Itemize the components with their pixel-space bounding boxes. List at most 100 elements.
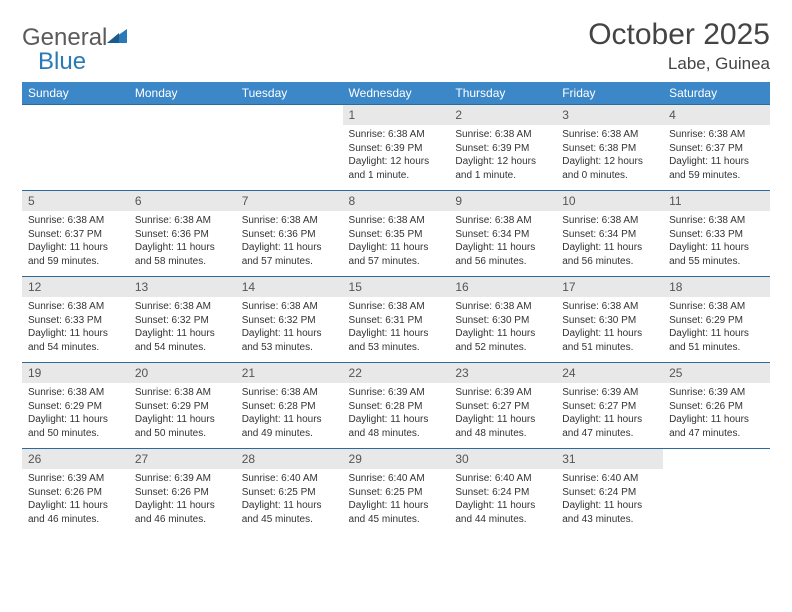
sunrise-text: Sunrise: 6:38 AM [669,128,764,142]
sunset-text: Sunset: 6:28 PM [349,400,444,414]
day-cell: 27Sunrise: 6:39 AMSunset: 6:26 PMDayligh… [129,449,236,535]
daylight-text: Daylight: 11 hours and 49 minutes. [242,413,337,440]
sunrise-text: Sunrise: 6:38 AM [135,300,230,314]
day-body: Sunrise: 6:38 AMSunset: 6:28 PMDaylight:… [236,383,343,448]
day-body: Sunrise: 6:38 AMSunset: 6:38 PMDaylight:… [556,125,663,190]
sunrise-text: Sunrise: 6:39 AM [562,386,657,400]
sunset-text: Sunset: 6:26 PM [135,486,230,500]
day-cell: 23 Sunrise: 6:39 AMSunset: 6:27 PMDayligh… [449,363,556,449]
day-number: 21 [236,363,343,383]
daylight-text: Daylight: 11 hours and 47 minutes. [669,413,764,440]
day-body: Sunrise: 6:38 AMSunset: 6:31 PMDaylight:… [343,297,450,362]
daylight-text: Daylight: 11 hours and 47 minutes. [562,413,657,440]
day-number: 7 [236,191,343,211]
brand-part2-wrap: Blue [38,48,86,76]
dayhead-sun: Sunday [22,82,129,105]
sunrise-text: Sunrise: 6:40 AM [562,472,657,486]
daylight-text: Daylight: 11 hours and 50 minutes. [28,413,123,440]
week-row: 5Sunrise: 6:38 AMSunset: 6:37 PMDaylight… [22,191,770,277]
day-body: Sunrise: 6:39 AMSunset: 6:27 PMDaylight:… [556,383,663,448]
sunrise-text: Sunrise: 6:39 AM [669,386,764,400]
sunrise-text: Sunrise: 6:38 AM [455,128,550,142]
daylight-text: Daylight: 11 hours and 48 minutes. [455,413,550,440]
sunset-text: Sunset: 6:39 PM [349,142,444,156]
day-number: 8 [343,191,450,211]
sunset-text: Sunset: 6:35 PM [349,228,444,242]
daylight-text: Daylight: 11 hours and 48 minutes. [349,413,444,440]
day-body: Sunrise: 6:38 AMSunset: 6:34 PMDaylight:… [556,211,663,276]
sunrise-text: Sunrise: 6:38 AM [28,300,123,314]
day-number: 1 [343,105,450,125]
day-cell: 5Sunrise: 6:38 AMSunset: 6:37 PMDaylight… [22,191,129,277]
day-body: Sunrise: 6:38 AMSunset: 6:30 PMDaylight:… [556,297,663,362]
day-cell: 18Sunrise: 6:38 AMSunset: 6:29 PMDayligh… [663,277,770,363]
dayhead-sat: Saturday [663,82,770,105]
daylight-text: Daylight: 11 hours and 51 minutes. [669,327,764,354]
daylight-text: Daylight: 11 hours and 58 minutes. [135,241,230,268]
day-number: 2 [449,105,556,125]
day-cell [22,105,129,191]
sunset-text: Sunset: 6:29 PM [28,400,123,414]
day-cell: 22Sunrise: 6:39 AMSunset: 6:28 PMDayligh… [343,363,450,449]
sunrise-text: Sunrise: 6:38 AM [562,300,657,314]
daylight-text: Daylight: 11 hours and 50 minutes. [135,413,230,440]
day-body [236,111,343,169]
day-cell [663,449,770,535]
daylight-text: Daylight: 11 hours and 59 minutes. [669,155,764,182]
sunset-text: Sunset: 6:29 PM [669,314,764,328]
sunset-text: Sunset: 6:27 PM [455,400,550,414]
day-number: 20 [129,363,236,383]
day-cell: 26Sunrise: 6:39 AMSunset: 6:26 PMDayligh… [22,449,129,535]
sunset-text: Sunset: 6:26 PM [669,400,764,414]
day-number: 23 [449,363,556,383]
day-cell: 19Sunrise: 6:38 AMSunset: 6:29 PMDayligh… [22,363,129,449]
location: Labe, Guinea [588,54,770,74]
day-number: 27 [129,449,236,469]
day-cell: 20Sunrise: 6:38 AMSunset: 6:29 PMDayligh… [129,363,236,449]
day-cell: 13Sunrise: 6:38 AMSunset: 6:32 PMDayligh… [129,277,236,363]
day-body: Sunrise: 6:38 AMSunset: 6:36 PMDaylight:… [236,211,343,276]
daylight-text: Daylight: 11 hours and 54 minutes. [28,327,123,354]
calendar-body: 1 Sunrise: 6:38 AM Sunset: 6:39 PM Daylight… [22,105,770,535]
daylight-text: Daylight: 11 hours and 56 minutes. [455,241,550,268]
day-cell: 30Sunrise: 6:40 AMSunset: 6:24 PMDayligh… [449,449,556,535]
day-body: Sunrise: 6:38 AMSunset: 6:34 PMDaylight:… [449,211,556,276]
day-body: Sunrise: 6:39 AMSunset: 6:28 PMDaylight:… [343,383,450,448]
dayhead-tue: Tuesday [236,82,343,105]
sunrise-text: Sunrise: 6:39 AM [455,386,550,400]
day-body: Sunrise: 6:40 AMSunset: 6:25 PMDaylight:… [236,469,343,534]
sunset-text: Sunset: 6:24 PM [562,486,657,500]
week-row: 12Sunrise: 6:38 AMSunset: 6:33 PMDayligh… [22,277,770,363]
day-cell: 10Sunrise: 6:38 AMSunset: 6:34 PMDayligh… [556,191,663,277]
day-body: Sunrise: 6:38 AMSunset: 6:29 PMDaylight:… [663,297,770,362]
day-number: 19 [22,363,129,383]
sunrise-text: Sunrise: 6:38 AM [455,214,550,228]
calendar-table: Sunday Monday Tuesday Wednesday Thursday… [22,82,770,534]
day-body: Sunrise: 6:38 AMSunset: 6:33 PMDaylight:… [663,211,770,276]
day-body: Sunrise: 6:38 AMSunset: 6:29 PMDaylight:… [129,383,236,448]
day-body: Sunrise: 6:38 AMSunset: 6:37 PMDaylight:… [663,125,770,190]
day-body: Sunrise: 6:39 AMSunset: 6:26 PMDaylight:… [22,469,129,534]
sunrise-text: Sunrise: 6:39 AM [349,386,444,400]
sunset-text: Sunset: 6:24 PM [455,486,550,500]
week-row: 26Sunrise: 6:39 AMSunset: 6:26 PMDayligh… [22,449,770,535]
brand-part2: Blue [38,48,86,75]
day-number: 24 [556,363,663,383]
sunset-text: Sunset: 6:37 PM [669,142,764,156]
day-cell: 3Sunrise: 6:38 AMSunset: 6:38 PMDaylight… [556,105,663,191]
dayhead-wed: Wednesday [343,82,450,105]
day-number: 28 [236,449,343,469]
sunset-text: Sunset: 6:31 PM [349,314,444,328]
day-cell: 4Sunrise: 6:38 AMSunset: 6:37 PMDaylight… [663,105,770,191]
sunset-text: Sunset: 6:38 PM [562,142,657,156]
day-number: 14 [236,277,343,297]
day-number: 26 [22,449,129,469]
day-number: 22 [343,363,450,383]
sunset-text: Sunset: 6:25 PM [242,486,337,500]
day-number: 17 [556,277,663,297]
triangle-icon [107,27,127,50]
daylight-text: Daylight: 11 hours and 51 minutes. [562,327,657,354]
day-cell: 28Sunrise: 6:40 AMSunset: 6:25 PMDayligh… [236,449,343,535]
day-number: 29 [343,449,450,469]
day-cell: 31Sunrise: 6:40 AMSunset: 6:24 PMDayligh… [556,449,663,535]
